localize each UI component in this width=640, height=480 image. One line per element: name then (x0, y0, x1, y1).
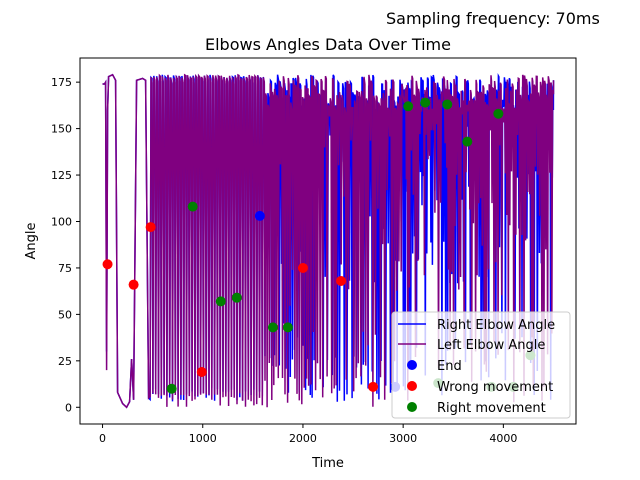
point-end (254, 210, 265, 221)
plot-frame (79, 57, 577, 425)
y-tick-label: 175 (51, 76, 72, 89)
y-tick-label: 75 (58, 262, 72, 275)
point-right-movement (231, 292, 242, 303)
x-axis-ticks: 0 1000 2000 3000 4000 (99, 424, 517, 445)
point-right-movement (420, 97, 431, 108)
point-wrong-movement (368, 381, 379, 392)
legend-label-wrong-movement: Wrong movement (437, 380, 553, 395)
point-wrong-movement (128, 279, 139, 290)
point-right-movement (166, 383, 177, 394)
chart-title: Elbows Angles Data Over Time (205, 35, 451, 54)
y-tick-label: 150 (51, 123, 72, 136)
legend-label-right-movement: Right movement (437, 401, 546, 416)
x-tick-label: 0 (99, 432, 106, 445)
x-axis-label: Time (311, 456, 344, 471)
y-tick-label: 100 (51, 215, 72, 228)
legend-label-end: End (437, 359, 462, 374)
legend-marker-wrong-movement (407, 381, 417, 391)
y-axis-ticks: 0 25 50 75 100 125 150 175 (51, 76, 80, 414)
x-tick-label: 1000 (189, 432, 217, 445)
legend-marker-end (407, 360, 417, 370)
y-tick-label: 0 (65, 401, 72, 414)
legend-box (391, 311, 571, 419)
point-wrong-movement (102, 259, 113, 270)
legend-label-left-elbow: Left Elbow Angle (437, 338, 545, 353)
y-tick-label: 125 (51, 169, 72, 182)
point-right-movement (462, 136, 473, 147)
y-axis-label: Angle (24, 223, 39, 260)
point-right-movement (267, 322, 278, 333)
y-tick-label: 50 (58, 308, 72, 321)
chart-suptitle: Sampling frequency: 70ms (386, 9, 600, 28)
legend-marker-right-movement (407, 402, 417, 412)
point-wrong-movement (297, 262, 308, 273)
point-wrong-movement (145, 222, 156, 233)
point-right-movement (282, 322, 293, 333)
point-right-movement (442, 99, 453, 110)
y-tick-label: 25 (58, 355, 72, 368)
x-tick-label: 4000 (489, 432, 517, 445)
point-wrong-movement (336, 275, 347, 286)
point-right-movement (215, 296, 226, 307)
point-right-movement (403, 101, 414, 112)
point-right-movement (187, 201, 198, 212)
legend-label-right-elbow: Right Elbow Angle (437, 318, 555, 333)
point-right-movement (493, 108, 504, 119)
x-tick-label: 2000 (289, 432, 317, 445)
x-tick-label: 3000 (389, 432, 417, 445)
point-wrong-movement (196, 366, 207, 377)
legend: Right Elbow Angle Left Elbow Angle End W… (391, 311, 571, 419)
